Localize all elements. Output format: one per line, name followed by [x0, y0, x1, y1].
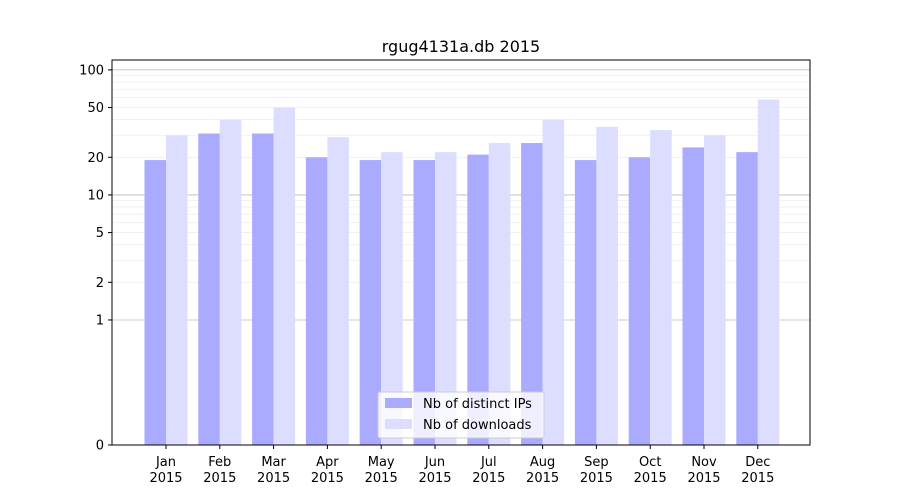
- x-axis: Jan2015Feb2015Mar2015Apr2015May2015Jun20…: [149, 445, 774, 486]
- y-tick-label: 100: [79, 63, 104, 78]
- legend-box: [377, 391, 545, 439]
- bar-downloads: [219, 119, 242, 446]
- x-tick-label-month: Oct: [639, 455, 661, 470]
- bar-distinct-ips: [198, 133, 220, 445]
- y-tick-label: 0: [96, 439, 104, 454]
- bar-distinct-ips: [252, 133, 274, 445]
- x-tick-label-month: Dec: [745, 455, 770, 470]
- bar-downloads: [757, 99, 780, 446]
- bar-downloads: [542, 119, 565, 446]
- y-tick-label: 50: [87, 101, 104, 116]
- bar-downloads: [650, 130, 672, 445]
- bar-distinct-ips: [521, 143, 543, 445]
- bar-downloads: [273, 107, 296, 446]
- bar-distinct-ips: [305, 157, 328, 445]
- x-tick-label-year: 2015: [365, 471, 398, 486]
- x-tick-label-month: Nov: [691, 455, 717, 470]
- x-tick-label-month: Sep: [584, 455, 609, 470]
- bar-distinct-ips: [359, 160, 382, 445]
- legend-swatch-downloads: [385, 419, 412, 429]
- x-tick-label-month: Apr: [316, 455, 339, 470]
- x-tick-label-year: 2015: [257, 471, 290, 486]
- x-tick-label-month: Mar: [261, 455, 286, 470]
- bar-downloads: [704, 135, 726, 445]
- x-tick-label-month: May: [368, 455, 395, 470]
- x-tick-label-month: Jan: [155, 455, 176, 470]
- bar-distinct-ips: [682, 147, 704, 446]
- x-tick-label-month: Jun: [424, 455, 445, 470]
- bar-downloads: [488, 143, 511, 445]
- bar-distinct-ips: [467, 154, 489, 446]
- bar-downloads: [596, 126, 618, 446]
- bar-distinct-ips: [144, 160, 166, 445]
- bar-distinct-ips: [574, 160, 597, 445]
- plot-frame: [111, 59, 811, 446]
- bar-downloads: [381, 152, 403, 445]
- bar-distinct-ips: [413, 160, 435, 445]
- x-tick-label-month: Feb: [208, 455, 231, 470]
- x-tick-label-year: 2015: [472, 471, 505, 486]
- y-tick-label: 1: [96, 313, 104, 328]
- chart-title: rgug4131a.db 2015: [382, 37, 540, 56]
- x-tick-label-year: 2015: [149, 471, 182, 486]
- bar-downloads: [435, 152, 457, 445]
- x-tick-label-year: 2015: [687, 471, 720, 486]
- y-axis: 0 1 2 5 10 20 50 100: [79, 63, 112, 454]
- x-tick-label-year: 2015: [203, 471, 236, 486]
- legend: Nb of distinct IPs Nb of downloads: [377, 391, 545, 439]
- x-tick-label-year: 2015: [634, 471, 667, 486]
- x-tick-label-year: 2015: [311, 471, 344, 486]
- bar-distinct-ips: [628, 157, 651, 445]
- bars: [144, 99, 780, 446]
- x-tick-label-year: 2015: [526, 471, 559, 486]
- x-tick-label-year: 2015: [741, 471, 774, 486]
- x-tick-label-year: 2015: [418, 471, 451, 486]
- y-tick-label: 20: [87, 151, 104, 166]
- bar-downloads: [166, 135, 188, 445]
- x-tick-label-year: 2015: [580, 471, 613, 486]
- y-tick-label: 10: [87, 188, 104, 203]
- legend-label-distinct-ips: Nb of distinct IPs: [423, 397, 532, 412]
- legend-swatch-distinct-ips: [385, 398, 412, 408]
- y-tick-label: 2: [96, 276, 104, 291]
- bar-distinct-ips: [736, 152, 758, 445]
- y-tick-label: 5: [96, 226, 104, 241]
- legend-label-downloads: Nb of downloads: [423, 418, 532, 433]
- x-tick-label-month: Jul: [480, 455, 497, 470]
- bar-downloads: [327, 137, 349, 445]
- x-tick-label-month: Aug: [530, 455, 555, 470]
